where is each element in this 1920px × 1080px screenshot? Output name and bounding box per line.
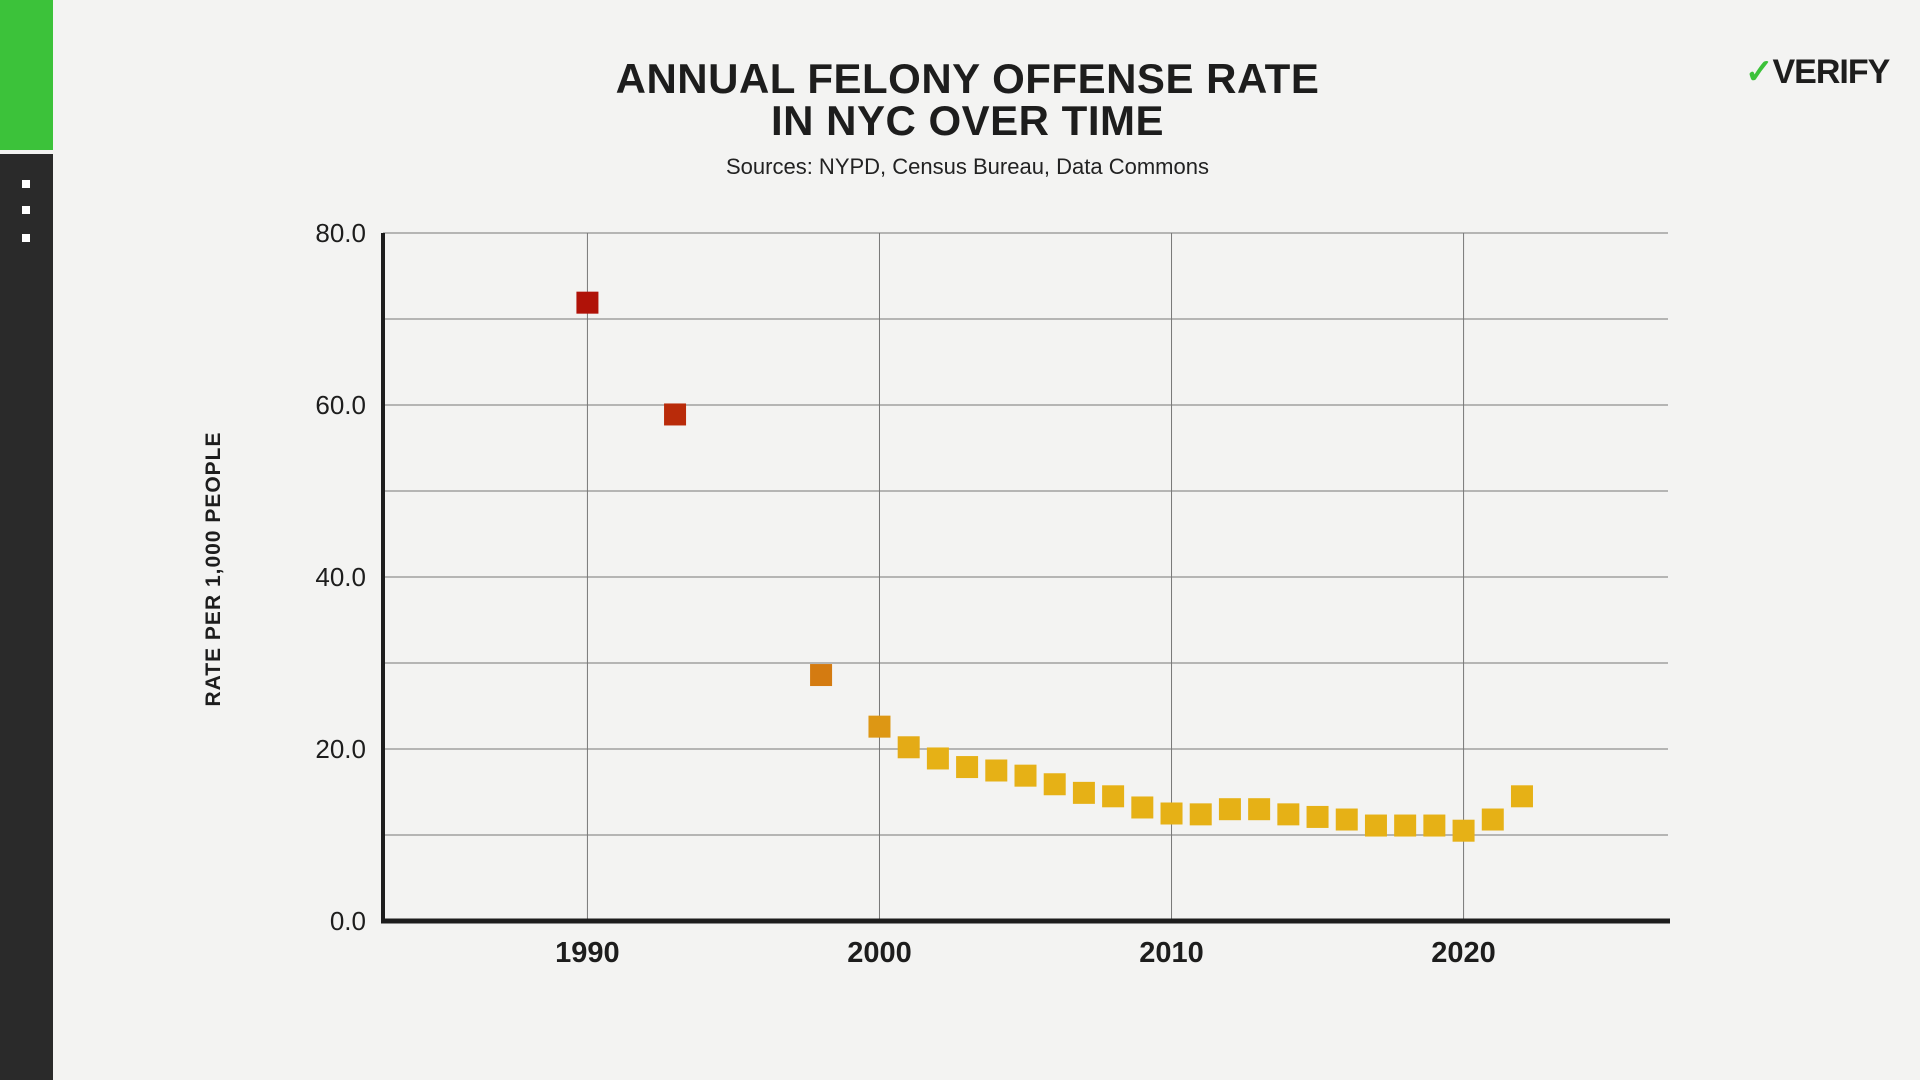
dot-icon — [22, 234, 30, 242]
y-tick-label: 80.0 — [315, 218, 366, 248]
data-point — [1277, 803, 1300, 826]
data-point — [1481, 808, 1504, 831]
data-point — [810, 664, 833, 687]
x-tick-label: 2020 — [1431, 937, 1496, 969]
title-line-2: IN NYC OVER TIME — [770, 97, 1165, 144]
chart-subtitle: Sources: NYPD, Census Bureau, Data Commo… — [726, 154, 1209, 179]
title-line-1: ANNUAL FELONY OFFENSE RATE — [615, 55, 1320, 102]
data-point — [956, 756, 979, 779]
sidebar-accent — [0, 0, 53, 150]
data-point — [1014, 764, 1037, 787]
y-tick-label: 0.0 — [330, 906, 366, 936]
data-point — [985, 759, 1008, 782]
chart-title: ANNUAL FELONY OFFENSE RATE IN NYC OVER T… — [0, 58, 1920, 142]
data-point — [1189, 803, 1212, 826]
data-point — [664, 403, 687, 426]
data-point — [1160, 802, 1183, 825]
data-point — [576, 291, 599, 314]
data-point — [1306, 805, 1329, 828]
data-point — [926, 747, 949, 770]
data-point — [868, 715, 891, 738]
data-point — [1218, 798, 1241, 821]
y-tick-label: 60.0 — [315, 390, 366, 420]
data-point — [1102, 785, 1125, 808]
dot-icon — [22, 206, 30, 214]
data-point — [1510, 785, 1533, 808]
data-point — [1335, 808, 1358, 831]
y-axis-title: RATE PER 1,000 PEOPLE — [202, 431, 225, 706]
data-point — [1072, 781, 1095, 804]
data-point — [1452, 819, 1475, 842]
data-point — [1131, 796, 1154, 819]
y-tick-label: 40.0 — [315, 562, 366, 592]
data-point — [1394, 814, 1417, 837]
x-tick-label: 2000 — [847, 937, 912, 969]
logo-text: VERIFY — [1772, 53, 1891, 91]
data-point — [1423, 814, 1446, 837]
check-icon: ✓ — [1745, 53, 1773, 91]
data-point — [897, 736, 920, 759]
sidebar — [0, 154, 53, 1080]
data-point — [1248, 798, 1271, 821]
x-tick-label: 1990 — [555, 937, 620, 969]
verify-logo: ✓VERIFY — [1745, 52, 1891, 92]
x-tick-label: 2010 — [1139, 937, 1204, 969]
dot-icon — [22, 180, 30, 188]
data-point — [1043, 773, 1066, 796]
y-tick-label: 20.0 — [315, 734, 366, 764]
data-point — [1364, 814, 1387, 837]
